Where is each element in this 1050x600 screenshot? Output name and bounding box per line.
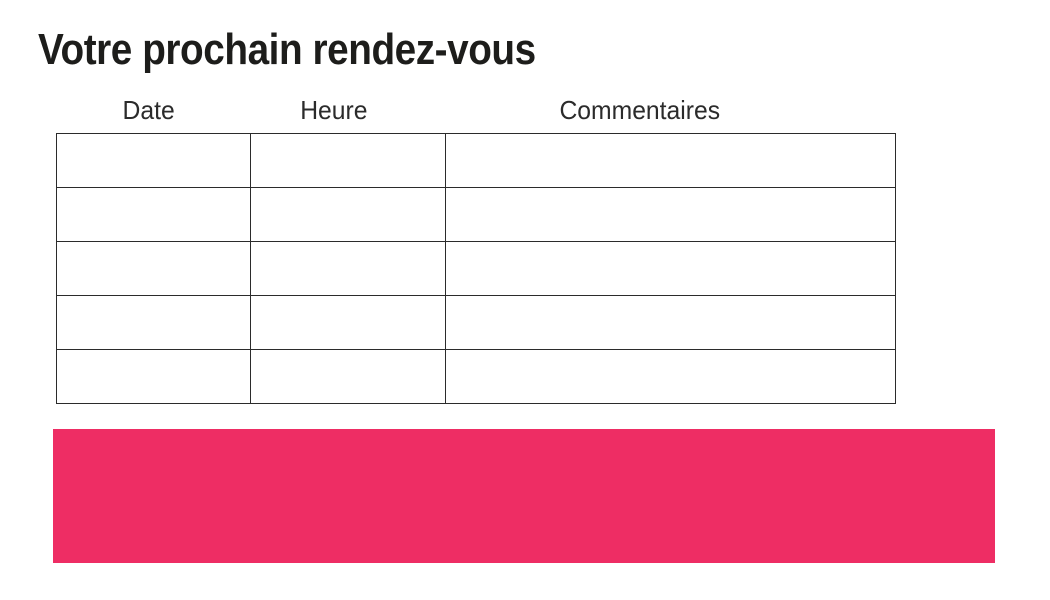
appointments-table <box>56 133 896 404</box>
page-title: Votre prochain rendez-vous <box>38 25 536 74</box>
table-cell <box>445 133 896 188</box>
table-cell <box>56 241 251 296</box>
table-cell <box>445 187 896 242</box>
table-cell <box>250 241 446 296</box>
table-cell <box>56 133 251 188</box>
table-cell <box>250 295 446 350</box>
table-row <box>56 349 896 404</box>
appointments-table-body <box>56 133 896 404</box>
table-row <box>56 241 896 296</box>
table-cell <box>445 295 896 350</box>
table-cell <box>56 187 251 242</box>
table-cell <box>250 349 446 404</box>
table-row <box>56 133 896 188</box>
table-cell <box>445 349 896 404</box>
column-header-heure: Heure <box>300 95 368 125</box>
table-cell <box>250 187 446 242</box>
column-header-date: Date <box>122 95 175 125</box>
table-header-row: Date Heure Commentaires <box>56 93 853 127</box>
table-cell <box>250 133 446 188</box>
table-cell <box>56 295 251 350</box>
table-cell <box>56 349 251 404</box>
accent-bar <box>53 429 995 563</box>
table-cell <box>445 241 896 296</box>
table-row <box>56 187 896 242</box>
table-row <box>56 295 896 350</box>
column-header-commentaires: Commentaires <box>559 95 721 125</box>
